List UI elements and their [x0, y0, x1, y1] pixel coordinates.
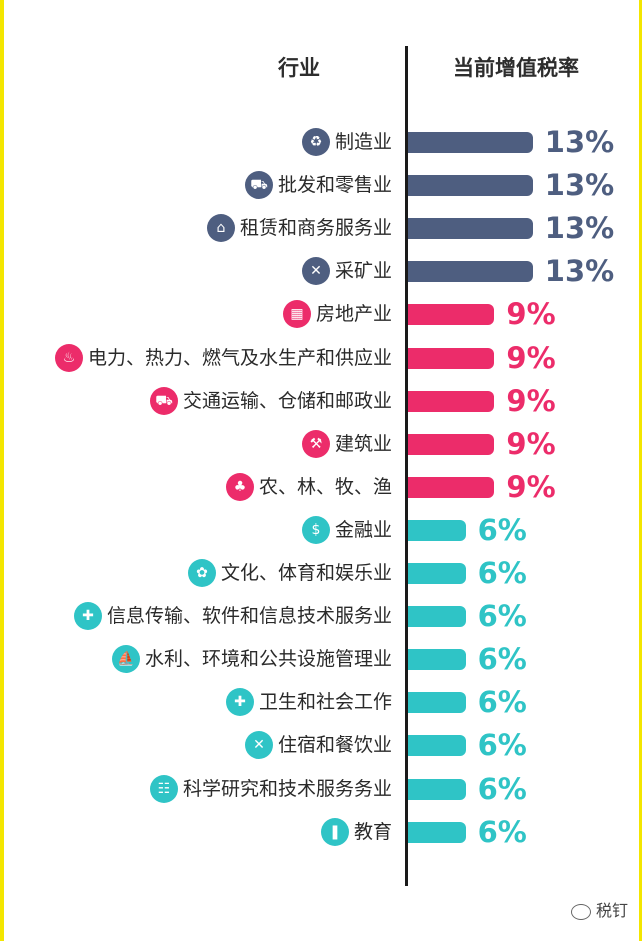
bar: [408, 821, 466, 843]
value-label: 6%: [477, 556, 527, 590]
right-edge-stripe: [639, 0, 642, 941]
palette-icon: ✿: [188, 559, 216, 587]
category-label: 建筑业: [334, 432, 392, 455]
category-label: 卫生和社会工作: [258, 691, 392, 714]
farm-icon: ♣: [226, 472, 254, 501]
value-label: 9%: [506, 469, 556, 504]
bar: [408, 476, 495, 498]
value-label: 9%: [506, 426, 556, 461]
bar: [408, 692, 466, 714]
bar: [408, 606, 466, 628]
category-label: 批发和零售业: [277, 174, 392, 197]
bar: [408, 433, 495, 455]
bar: [408, 519, 466, 541]
tools-icon: ✕: [302, 257, 330, 286]
category-label: 农、林、牧、渔: [258, 475, 392, 498]
category-label: 住宿和餐饮业: [277, 734, 392, 757]
bar: [408, 132, 533, 153]
category-label: 金融业: [334, 518, 392, 541]
industry-column-header: 行业: [278, 56, 320, 80]
category-label: 水利、环境和公共设施管理业: [144, 648, 392, 671]
bar: [408, 218, 533, 240]
ship-icon: ⛵: [112, 645, 140, 674]
left-edge-stripe: [0, 0, 4, 941]
recycle-icon: ♻: [302, 128, 330, 156]
category-label: 租赁和商务服务业: [239, 217, 392, 240]
value-label: 13%: [544, 254, 615, 289]
category-label: 教育: [353, 820, 392, 843]
value-label: 6%: [477, 728, 527, 763]
books-icon: ❚: [321, 817, 349, 846]
hierarchy-icon: ☷: [150, 774, 178, 803]
value-label: 6%: [477, 512, 527, 547]
bar: [408, 649, 466, 671]
flame-icon: ♨: [55, 343, 83, 372]
bar: [408, 347, 495, 369]
value-label: 6%: [477, 771, 527, 806]
crane-icon: ⚒: [302, 429, 330, 458]
watermark-text: 税钉: [595, 901, 628, 920]
truck-icon: ⛟: [150, 386, 178, 415]
moneybag-icon: $: [302, 515, 330, 544]
bar: [408, 304, 495, 326]
bar: [408, 778, 466, 800]
utensils-icon: ✕: [245, 731, 273, 760]
network-icon: ✚: [74, 602, 102, 631]
value-label: 9%: [506, 297, 556, 332]
wechat-icon: [570, 903, 591, 920]
value-label: 13%: [544, 168, 615, 203]
center-divider-line: [405, 46, 408, 886]
value-label: 13%: [544, 125, 615, 159]
category-label: 交通运输、仓储和邮政业: [182, 389, 392, 412]
value-label: 6%: [477, 642, 527, 677]
category-label: 制造业: [334, 131, 392, 153]
cart-icon: ⛟: [245, 171, 273, 200]
value-label: 9%: [506, 340, 556, 375]
category-label: 信息传输、软件和信息技术服务业: [106, 605, 392, 628]
bar: [408, 175, 533, 197]
bar: [408, 261, 533, 283]
value-label: 9%: [506, 383, 556, 418]
value-label: 6%: [477, 599, 527, 634]
category-label: 采矿业: [334, 260, 392, 283]
value-label: 13%: [544, 211, 615, 246]
value-label: 6%: [477, 685, 527, 720]
building-icon: ⌂: [207, 214, 235, 243]
bar: [408, 563, 466, 584]
office-icon: ▦: [283, 300, 311, 329]
value-label: 6%: [477, 814, 527, 849]
rate-column-header: 当前增值税率: [453, 56, 579, 80]
category-label: 电力、热力、燃气及水生产和供应业: [87, 346, 392, 369]
watermark: 税钉: [570, 899, 628, 923]
category-label: 房地产业: [315, 303, 392, 326]
bar: [408, 390, 495, 412]
category-label: 科学研究和技术服务务业: [182, 777, 392, 800]
medical-icon: ✚: [226, 688, 254, 717]
category-label: 文化、体育和娱乐业: [220, 562, 392, 584]
bar: [408, 735, 466, 757]
